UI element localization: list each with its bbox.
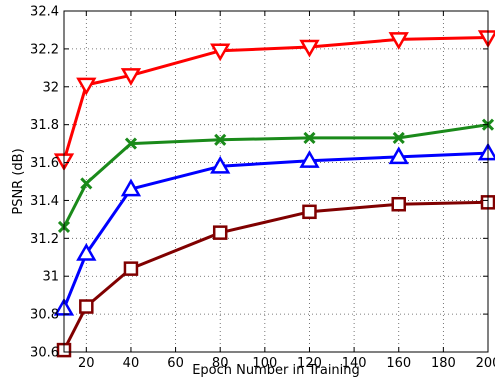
series-4 [56,195,495,358]
triangle-up-marker [76,242,97,261]
y-tick-label: 31.4 [30,194,59,209]
grid [64,10,489,353]
square-marker [302,204,317,220]
y-tick-label: 31.2 [30,232,59,247]
x-marker [392,131,405,144]
x-marker [303,131,316,144]
x-tick-label: 180 [431,356,456,371]
x-tick-label: 60 [167,356,184,371]
x-tick-label: 140 [342,356,367,371]
series-1 [53,30,495,172]
triangle-down-marker [299,39,320,58]
x-tick-label: 200 [476,356,495,371]
square-marker [123,261,139,276]
plot-frame [63,10,489,353]
triangle-up-marker [120,178,142,197]
y-tick-label: 32.4 [30,5,59,20]
series-layer [53,30,495,358]
series-2 [57,118,495,234]
x-tick-label: 100 [252,356,277,371]
triangle-up-marker [388,146,409,165]
x-tick-label: 160 [386,356,411,371]
y-tick-label: 32 [42,80,59,95]
x-tick-label: 80 [212,356,229,371]
x-marker [214,133,227,146]
y-tick-label: 31.6 [30,156,59,171]
triangle-down-marker [210,43,231,62]
y-tick-label: 31.8 [30,118,59,133]
x-tick-label: 120 [297,356,322,371]
square-marker [212,225,228,240]
x-tick-labels: 20 40 60 80 100 120 140 160 180 200 [78,356,495,371]
series-line [62,151,489,309]
y-tick-label: 30.8 [30,308,59,323]
square-marker [391,196,406,212]
triangle-up-marker [299,150,320,168]
x-tick-label: 40 [123,356,140,371]
x-marker [80,177,93,190]
y-tick-label: 31 [42,270,59,285]
tick-marks [64,10,489,353]
y-tick-label: 32.2 [30,42,59,57]
triangle-up-marker [210,155,231,174]
y-axis-label: PSNR (dB) [11,148,26,214]
triangle-down-marker [76,77,97,96]
series-3 [53,142,495,316]
x-tick-label: 20 [78,356,95,371]
x-axis-label: Epoch Number in Training [192,363,360,378]
triangle-down-marker [120,68,142,86]
x-marker [124,137,138,150]
y-tick-labels: 30.6 30.8 31 31.2 31.4 31.6 31.8 32 32.2 32.4 [30,5,59,361]
triangle-down-marker [388,32,409,50]
y-tick-label: 30.6 [30,346,59,361]
square-marker [79,299,94,314]
